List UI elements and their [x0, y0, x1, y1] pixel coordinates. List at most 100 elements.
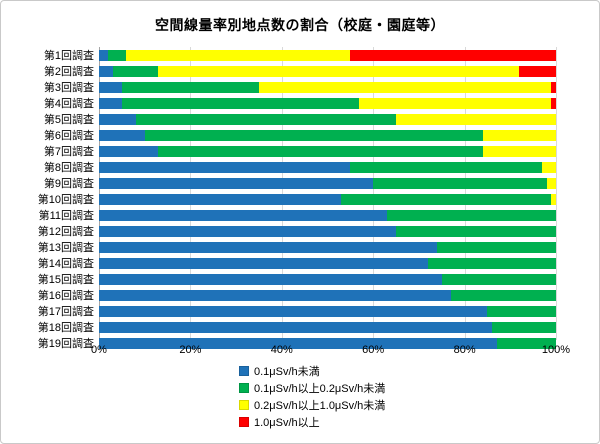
bar-segment: [492, 321, 556, 333]
bar-rows: 第1回調査第2回調査第3回調査第4回調査 第5回調査第6回調査第7回調査第8回調査…: [13, 47, 556, 350]
bar-segment: [99, 177, 374, 189]
category-label: 第11回調査: [38, 210, 94, 222]
bar-segment: [546, 177, 556, 189]
category-label: 第13回調査: [37, 242, 94, 254]
x-tick-label: 60%: [362, 344, 385, 356]
bar-track: [99, 305, 556, 317]
bar-track: [99, 49, 556, 61]
bar-row: 第11回調査: [13, 207, 556, 223]
bar-segment: [441, 273, 556, 285]
bar-segment: [482, 145, 556, 157]
bar-segment: [99, 129, 145, 141]
x-tick-label: 0%: [91, 344, 107, 356]
bar-segment: [135, 113, 397, 125]
bar-segment: [487, 305, 556, 317]
bar-segment: [99, 97, 122, 109]
category-label: 第18回調査: [37, 322, 94, 334]
category-label: 第17回調査: [37, 306, 94, 318]
bar-track: [99, 321, 556, 333]
category-label: 第1回調査: [43, 50, 94, 62]
bar-segment: [99, 321, 493, 333]
bar-row: 第5回調査: [13, 111, 556, 127]
bar-row: 第2回調査: [13, 63, 556, 79]
bar-segment: [350, 49, 556, 61]
bar-segment: [396, 113, 556, 125]
bar-segment: [99, 113, 136, 125]
chart-title: 空間線量率別地点数の割合（校庭・園庭等）: [155, 17, 445, 33]
category-label: 第10回調査: [37, 194, 94, 206]
bar-row: 第9回調査: [13, 175, 556, 191]
category-label: 第15回調査: [37, 274, 94, 286]
bar-row: 第16回調査: [13, 287, 556, 303]
category-label: 第7回調査: [43, 146, 94, 158]
bar-track: [99, 161, 556, 173]
bar-segment: [121, 81, 259, 93]
bar-row: 第14回調査: [13, 255, 556, 271]
bar-segment: [126, 49, 351, 61]
legend-item: 1.0μSv/h以上: [239, 413, 320, 430]
legend-label: 0.1μSv/h未満: [254, 365, 320, 378]
legend-label: 1.0μSv/h以上: [254, 416, 320, 429]
bar-segment: [359, 97, 552, 109]
bar-segment: [99, 209, 387, 221]
bar-row: 第8回調査: [13, 159, 556, 175]
bar-segment: [99, 65, 113, 77]
bar-segment: [450, 289, 556, 301]
legend-swatch: [239, 399, 249, 410]
bar-segment: [396, 225, 556, 237]
bar-segment: [551, 193, 556, 205]
category-label: 第12回調査: [37, 226, 94, 238]
bar-segment: [112, 65, 159, 77]
x-axis-ticks: 0% 20% 40% 60% 80% 100%: [91, 344, 570, 358]
bar-row: 第4回調査: [13, 95, 556, 111]
bar-segment: [258, 81, 552, 93]
bar-row: 第12回調査: [13, 223, 556, 239]
bar-segment: [428, 257, 556, 269]
legend-label: 0.1μSv/h以上0.2μSv/h未満: [254, 382, 386, 395]
category-label: 第6回調査: [43, 130, 94, 142]
bar-track: [99, 145, 556, 157]
category-label: 第2回調査: [43, 66, 94, 78]
chart-area: 第1回調査第2回調査第3回調査第4回調査 第5回調査第6回調査第7回調査第8回調査…: [13, 47, 557, 350]
bar-track: [99, 209, 556, 221]
bar-segment: [99, 225, 397, 237]
bar-segment: [542, 161, 556, 173]
bar-track: [99, 337, 556, 349]
bar-segment: [99, 257, 429, 269]
bar-segment: [350, 161, 543, 173]
bar-segment: [99, 145, 159, 157]
bar-track: [99, 193, 556, 205]
bar-track: [99, 113, 556, 125]
category-label: 第3回調査: [43, 82, 94, 94]
legend-label: 0.2μSv/h以上1.0μSv/h未満: [254, 399, 386, 412]
category-label: 第4回調査: [43, 98, 94, 110]
legend-swatch: [239, 416, 249, 427]
bar-segment: [121, 97, 360, 109]
bar-row: 第7回調査: [13, 143, 556, 159]
bar-track: [99, 129, 556, 141]
bar-segment: [99, 241, 438, 253]
legend-item: 0.1μSv/h以上0.2μSv/h未満: [239, 379, 385, 396]
legend-item: 0.1μSv/h未満: [239, 362, 320, 379]
bar-segment: [551, 81, 556, 93]
bar-segment: [99, 81, 122, 93]
bar-row: 第3回調査: [13, 79, 556, 95]
category-label: 第8回調査: [43, 162, 94, 174]
bar-segment: [99, 273, 442, 285]
bar-segment: [386, 209, 556, 221]
bar-track: [99, 97, 556, 109]
bar-segment: [551, 97, 556, 109]
legend-swatch: [239, 382, 249, 393]
bar-row: 第13回調査: [13, 239, 556, 255]
bar-row: 第18回調査: [13, 319, 556, 335]
x-tick-label: 80%: [453, 344, 476, 356]
bar-segment: [99, 305, 488, 317]
bar-segment: [373, 177, 547, 189]
bar-segment: [99, 161, 351, 173]
bar-segment: [496, 337, 556, 349]
legend: 0.1μSv/h未満 0.1μSv/h以上0.2μSv/h未満 0.2μSv/h以上…: [239, 362, 385, 430]
bar-segment: [144, 129, 483, 141]
bar-row: 第19回調査: [13, 335, 556, 351]
x-tick-label: 100%: [541, 344, 571, 356]
